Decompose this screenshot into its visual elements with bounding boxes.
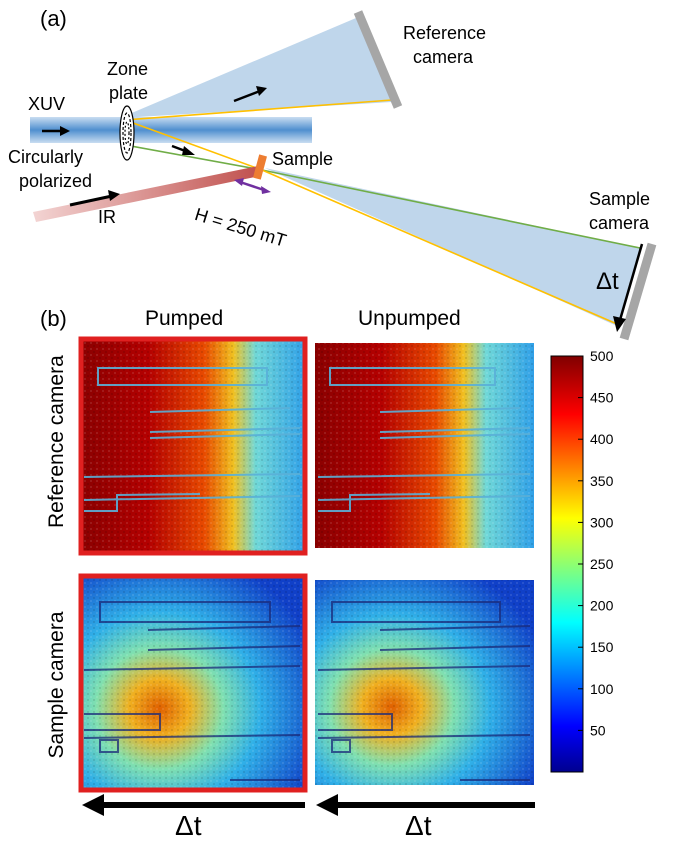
- ir-beam: [33, 166, 260, 222]
- zone-plate-label-2: plate: [109, 83, 149, 103]
- zone-plate-label-1: Zone: [107, 59, 149, 79]
- colorbar-tick-label: 450: [590, 390, 614, 406]
- green-ray-1: [124, 144, 263, 171]
- reference-camera-label-2: camera: [413, 47, 474, 67]
- colorbar-tick-label: 200: [590, 598, 614, 614]
- colorbar-tick-label: 350: [590, 473, 614, 489]
- column-title-pumped: Pumped: [145, 307, 224, 330]
- ir-label: IR: [98, 207, 116, 227]
- xuv-beam: [30, 117, 312, 143]
- colorbar-tick-label: 300: [590, 514, 614, 530]
- cone-arrow: [233, 89, 261, 103]
- time-arrow-pumped-head: [82, 794, 104, 816]
- reference-camera-plate: [353, 10, 403, 109]
- time-label-unpumped: Δt: [405, 810, 432, 841]
- ir-arrow-head: [108, 190, 120, 201]
- image-pumped-sample: [78, 573, 308, 793]
- sample-camera-label-1: Sample: [589, 189, 651, 209]
- circularly-label: Circularly: [8, 147, 84, 167]
- colorbar-tick-label: 250: [590, 556, 614, 572]
- reference-camera-label-1: Reference: [403, 23, 487, 43]
- colorbar: [550, 355, 584, 773]
- colorbar-tick-label: 500: [590, 348, 614, 364]
- colorbar-tick-label: 150: [590, 639, 614, 655]
- sample-beam-cone: [265, 168, 640, 326]
- xuv-label: XUV: [28, 94, 66, 114]
- colorbar-ticks: 500 450 400 350 300 250 200 150 100 50: [578, 348, 614, 738]
- sample-camera-label-2: camera: [589, 213, 650, 233]
- sample-label: Sample: [272, 149, 334, 169]
- sample-plate: [253, 154, 267, 180]
- orange-ray-2: [261, 169, 618, 325]
- zone-plate-icon: [119, 105, 135, 161]
- colorbar-tick-label: 50: [590, 722, 606, 738]
- field-arrow: [239, 180, 265, 192]
- sample-camera-plate: [619, 242, 657, 341]
- row-title-sample-camera: Sample camera: [45, 611, 68, 759]
- polarized-label: polarized: [19, 171, 93, 191]
- field-arrow-head-right: [261, 186, 271, 194]
- panel-b-label: (b): [40, 306, 67, 331]
- time-arrow-unpumped-head: [316, 794, 338, 816]
- image-unpumped-reference: [315, 343, 534, 548]
- time-label-pumped: Δt: [175, 810, 202, 841]
- column-title-unpumped: Unpumped: [358, 307, 461, 330]
- reference-ray: [124, 99, 393, 121]
- reference-beam-cone: [120, 18, 392, 118]
- xuv-arrow-head: [60, 126, 70, 136]
- orange-ray-1: [124, 119, 263, 171]
- sample-ray-arrow-head: [182, 146, 195, 155]
- green-ray-2: [261, 169, 641, 249]
- ir-arrow: [69, 194, 113, 207]
- row-title-reference-camera: Reference camera: [45, 355, 68, 528]
- cone-arrow-head: [256, 86, 267, 96]
- sample-camera-dt-arrow: [618, 243, 644, 321]
- field-arrow-head-left: [234, 178, 244, 186]
- sample-camera-dt-arrow-head: [613, 316, 626, 332]
- panel-a-label: (a): [40, 6, 67, 31]
- image-unpumped-sample: [315, 580, 534, 785]
- colorbar-tick-label: 100: [590, 681, 614, 697]
- image-pumped-reference: [78, 336, 308, 556]
- colorbar-tick-label: 400: [590, 431, 614, 447]
- sample-camera-delta-t: Δt: [596, 268, 619, 295]
